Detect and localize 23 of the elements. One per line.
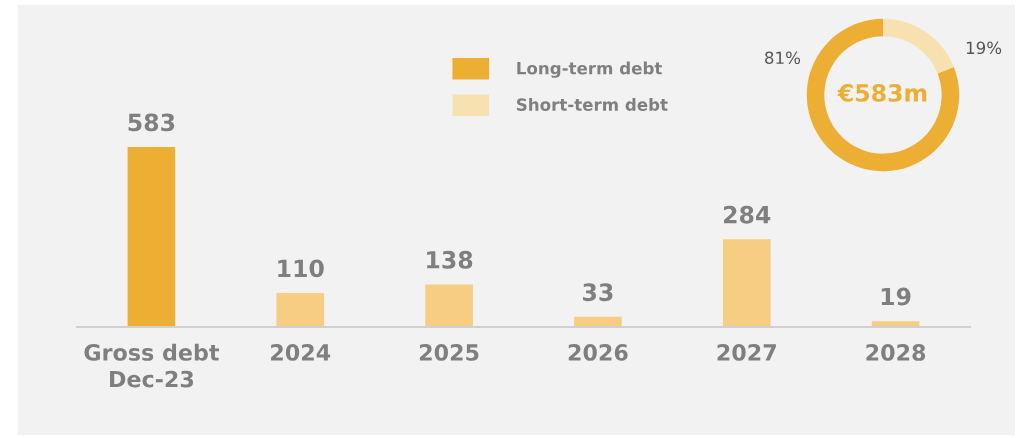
x-tick-label: 2025 — [419, 344, 479, 361]
x-tick-label: 2024 — [271, 344, 331, 361]
bar — [127, 147, 176, 327]
data-label: 284 — [723, 205, 771, 224]
data-label: 33 — [583, 283, 613, 302]
x-tick-label: 2027 — [717, 344, 776, 361]
legend-label: Long-term debt — [517, 61, 662, 78]
data-label: 19 — [881, 287, 911, 306]
data-label: 138 — [427, 250, 473, 269]
x-tick-label: 2026 — [568, 344, 628, 361]
x-tick-label: 2028 — [866, 344, 926, 361]
data-label: 19% — [966, 41, 1002, 55]
text: €583m — [837, 83, 927, 102]
data-label: 81% — [765, 51, 801, 65]
bar — [276, 293, 325, 327]
donut-slice — [806, 18, 960, 172]
bar — [722, 239, 771, 327]
x-tick-label: Gross debt Dec-23 — [84, 343, 219, 388]
data-label: 583 — [128, 113, 175, 132]
legend-label: Short-term debt — [516, 98, 668, 111]
data-label: 110 — [278, 259, 324, 278]
donut-slice — [883, 18, 954, 74]
bar — [425, 284, 473, 327]
